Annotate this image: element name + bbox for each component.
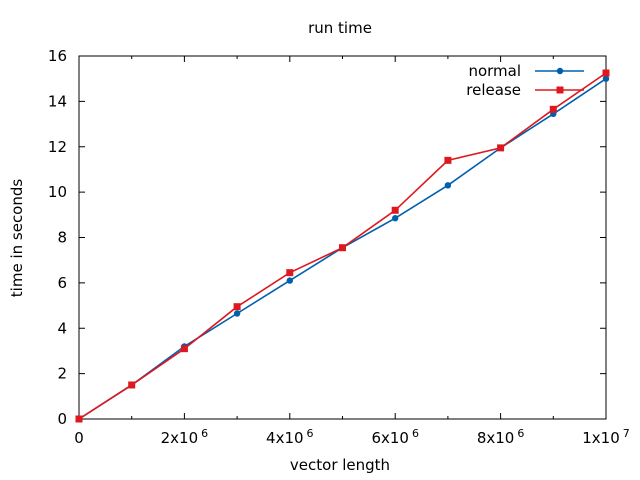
data-point-release (602, 69, 610, 77)
x-tick-label: 1x10 7 (582, 427, 630, 447)
data-point-release (128, 381, 136, 389)
y-tick-label: 16 (48, 47, 67, 65)
data-point-normal (392, 215, 399, 222)
y-tick-label: 14 (48, 92, 67, 110)
y-tick-label: 10 (48, 183, 67, 201)
y-tick-label: 0 (57, 410, 67, 428)
x-tick-label: 2x10 6 (161, 427, 209, 447)
data-point-release (549, 105, 557, 113)
plot-frame (78, 55, 607, 420)
legend-label-normal: normal (468, 62, 521, 80)
y-tick-label: 2 (57, 365, 67, 383)
x-tick-label: 4x10 6 (266, 427, 314, 447)
y-tick-label: 8 (57, 229, 67, 247)
legend-label-release: release (466, 81, 521, 99)
data-point-release (180, 345, 188, 353)
data-point-normal (286, 277, 293, 284)
data-point-release (286, 269, 294, 277)
series-layer (75, 69, 610, 423)
data-point-release (339, 244, 346, 252)
series-release (75, 69, 610, 423)
y-axis-ticks: 0 2 4 6 8 10 12 14 16 (48, 47, 606, 428)
data-point-release (497, 144, 505, 152)
data-point-release (444, 156, 452, 164)
data-point-normal (444, 182, 452, 189)
x-tick-label: 8x10 6 (477, 427, 525, 447)
y-tick-label: 6 (57, 274, 67, 292)
y-axis-label: time in seconds (8, 179, 26, 298)
x-axis-ticks: 0 2x10 6 4x10 6 6x10 6 8x10 6 1x10 7 (74, 56, 630, 447)
data-point-release (391, 206, 399, 214)
y-tick-label: 12 (48, 138, 67, 156)
data-point-normal (602, 75, 610, 82)
plot-border (78, 55, 607, 420)
x-tick-label: 6x10 6 (371, 427, 419, 447)
data-point-release (233, 303, 241, 311)
legend-marker-release (556, 86, 564, 94)
x-tick-label: 0 (74, 429, 84, 447)
data-point-release (75, 415, 83, 423)
y-tick-label: 4 (57, 319, 67, 337)
chart-title: run time (308, 19, 372, 37)
legend-marker-normal (556, 67, 564, 75)
x-axis-label: vector length (290, 456, 390, 474)
data-point-normal (233, 310, 241, 317)
